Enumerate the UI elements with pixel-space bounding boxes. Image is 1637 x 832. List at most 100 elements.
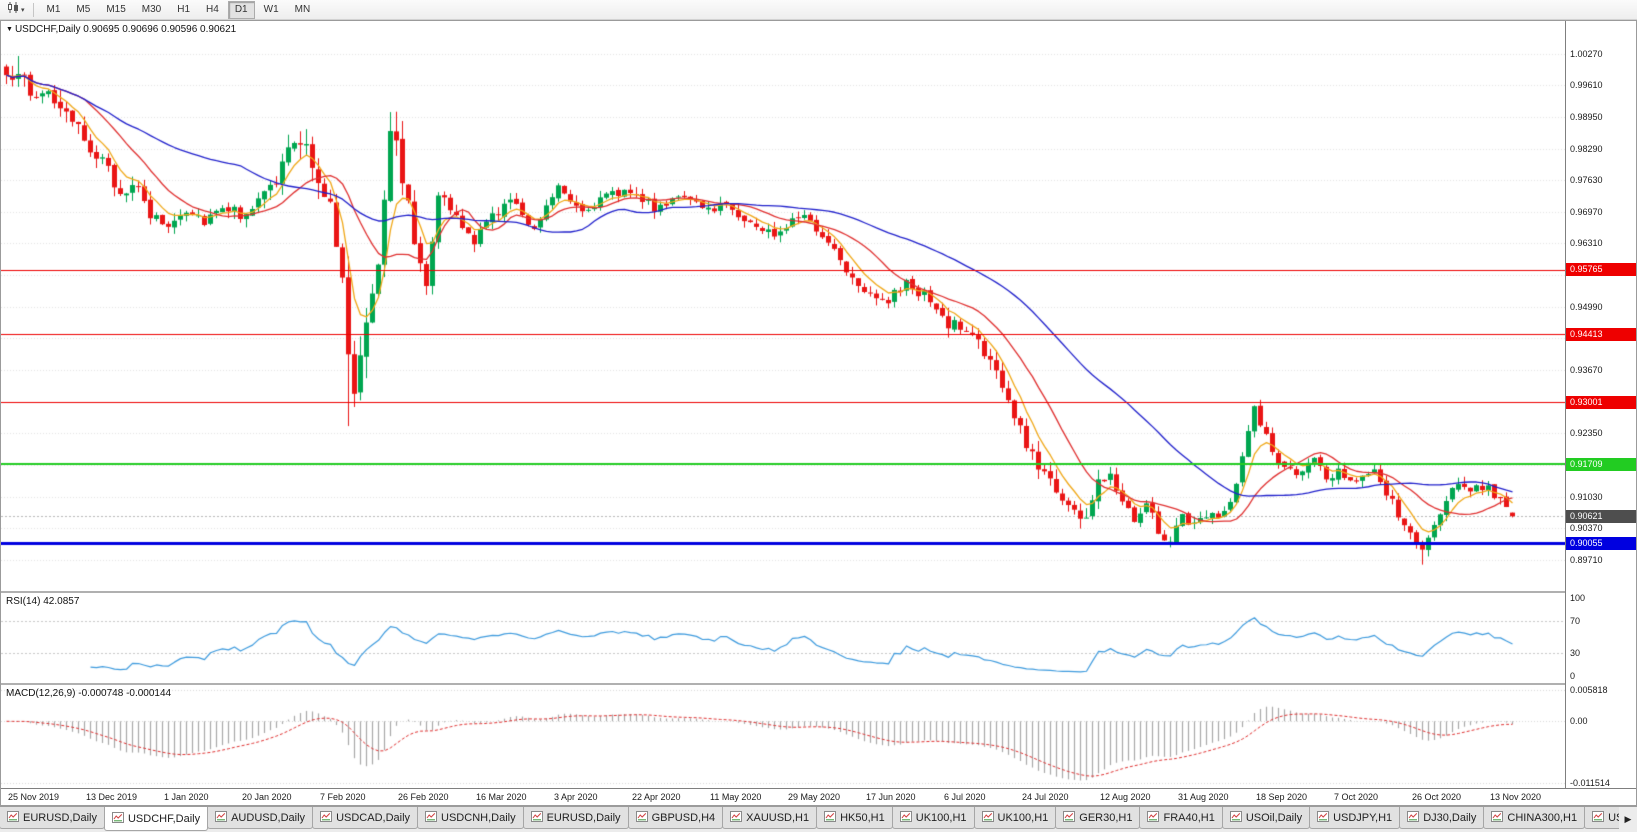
date-axis-label: 24 Jul 2020 <box>1022 792 1069 802</box>
rsi-axis-label: 0 <box>1570 671 1576 681</box>
date-axis-label: 18 Sep 2020 <box>1256 792 1308 802</box>
rsi-axis-label: 30 <box>1570 647 1581 658</box>
tab-scroll-right-button[interactable]: ▶ <box>1619 807 1637 831</box>
tab-chart-icon <box>824 810 837 825</box>
price-tick-label: 0.89710 <box>1570 554 1603 565</box>
chart-tab-dj30-daily[interactable]: DJ30,Daily <box>1399 807 1485 829</box>
tab-chart-icon <box>425 810 438 825</box>
date-axis-label: 26 Feb 2020 <box>398 792 449 802</box>
chart-tab-gbpusd-h4[interactable]: GBPUSD,H4 <box>627 807 724 829</box>
tab-chart-icon <box>1063 810 1076 825</box>
timeframe-button-h4[interactable]: H4 <box>206 3 219 15</box>
chart-tab-ger30-h1[interactable]: GER30,H1 <box>1055 807 1141 829</box>
date-axis-label: 12 Aug 2020 <box>1100 792 1151 802</box>
price-tick-label: 0.92350 <box>1570 428 1603 439</box>
tab-label: USDCHF,Daily <box>127 812 201 825</box>
chart-tab-eurusd-daily[interactable]: EURUSD,Daily <box>0 807 105 829</box>
chart-tab-uk100-h1[interactable]: UK100,H1 <box>891 807 975 829</box>
tab-label: USDJPY,H1 <box>1333 811 1393 824</box>
chart-tab-eurusd-daily[interactable]: EURUSD,Daily <box>522 807 629 829</box>
tab-chart-icon <box>730 810 743 825</box>
macd-axis-label: 0.00 <box>1570 716 1588 727</box>
tab-chart-icon <box>981 810 994 825</box>
date-axis-label: 26 Oct 2020 <box>1412 792 1462 802</box>
pane-splitter-macd[interactable] <box>1 683 1636 685</box>
chart-title: ▼ USDCHF,Daily 0.90695 0.90696 0.90596 0.… <box>6 24 236 35</box>
tab-chart-icon <box>1491 810 1504 825</box>
tab-chart-icon <box>635 810 648 825</box>
price-tick-label: 0.97630 <box>1570 175 1603 186</box>
rsi-chart-canvas[interactable] <box>1 593 1565 683</box>
chart-tabs: EURUSD,Daily USDCHF,Daily AUDUSD,Daily USDC… <box>0 807 1619 831</box>
tab-chart-icon <box>111 811 124 826</box>
tab-chart-icon <box>899 810 912 825</box>
date-axis-label: 29 May 2020 <box>788 792 841 802</box>
timeframe-button-w1[interactable]: W1 <box>263 3 279 15</box>
chart-tab-usoil-daily[interactable]: USOil,Daily <box>1221 807 1311 829</box>
date-axis[interactable]: 25 Nov 2019 13 Dec 2019 1 Jan 2020 20 Jan 2… <box>1 788 1636 804</box>
price-tick-label: 0.93670 <box>1570 364 1603 375</box>
date-axis-label: 22 Apr 2020 <box>632 792 681 802</box>
tab-label: DJ30,Daily <box>1423 811 1477 824</box>
chart-tab-usoil-h1[interactable]: USOil,H1 <box>1584 807 1619 829</box>
tab-label: EURUSD,Daily <box>23 811 97 824</box>
date-axis-label: 16 Mar 2020 <box>476 792 527 802</box>
tab-label: GER30,H1 <box>1079 811 1133 824</box>
chart-tab-china300-h1[interactable]: CHINA300,H1 <box>1483 807 1586 829</box>
chart-panes: ▼ USDCHF,Daily 0.90695 0.90696 0.90596 0.… <box>1 21 1636 788</box>
price-axis-column[interactable]: 1.00270 0.99610 0.98950 0.98290 0.97630 0.969… <box>1565 21 1636 788</box>
pane-splitter-rsi[interactable] <box>1 591 1636 593</box>
date-axis-label: 11 May 2020 <box>710 792 762 802</box>
macd-axis-label: 0.005818 <box>1570 685 1608 696</box>
chart-tab-usdcnh-daily[interactable]: USDCNH,Daily <box>417 807 524 829</box>
timeframe-button-m30[interactable]: M30 <box>141 3 162 15</box>
date-axis-label: 17 Jun 2020 <box>866 792 916 802</box>
tab-label: GBPUSD,H4 <box>651 811 716 824</box>
chart-window: ▼ USDCHF,Daily 0.90695 0.90696 0.90596 0.… <box>0 20 1637 806</box>
rsi-axis-label: 100 <box>1570 593 1586 603</box>
price-tick-label: 1.00270 <box>1570 48 1603 59</box>
chart-type-dropdown-button[interactable]: ▾ <box>3 1 28 19</box>
tab-label: FRA40,H1 <box>1163 811 1215 824</box>
chart-tab-uk100-h1[interactable]: UK100,H1 <box>973 807 1057 829</box>
tab-label: UK100,H1 <box>997 811 1049 824</box>
tab-label: XAUUSD,H1 <box>746 811 810 824</box>
macd-axis-label: -0.011514 <box>1570 777 1610 788</box>
tab-label: USOil,H1 <box>1608 811 1619 824</box>
tab-chart-icon <box>530 810 543 825</box>
timeframe-buttons: M1 M5 M15 M30 H1 H4 D1 W1 MN <box>39 0 319 19</box>
price-level-badge: 0.95765 <box>1566 263 1636 277</box>
chevron-down-icon: ▾ <box>21 6 25 14</box>
tab-chart-icon <box>1317 810 1330 825</box>
timeframe-button-m5[interactable]: M5 <box>76 3 91 15</box>
timeframe-button-m15[interactable]: M15 <box>106 3 126 15</box>
tab-chart-icon <box>320 810 333 825</box>
chart-tab-audusd-daily[interactable]: AUDUSD,Daily <box>207 807 314 829</box>
macd-chart-canvas[interactable] <box>1 685 1565 788</box>
chart-tab-usdjpy-h1[interactable]: USDJPY,H1 <box>1309 807 1401 829</box>
rsi-label: RSI(14) 42.0857 <box>6 596 80 607</box>
price-chart-canvas[interactable] <box>1 21 1565 591</box>
chart-tab-bar: EURUSD,Daily USDCHF,Daily AUDUSD,Daily USDC… <box>0 806 1637 832</box>
tab-label: UK100,H1 <box>915 811 967 824</box>
timeframe-button-d1[interactable]: D1 <box>227 0 255 19</box>
toolbar-separator <box>32 2 34 17</box>
chart-tab-xauusd-h1[interactable]: XAUUSD,H1 <box>722 807 818 829</box>
rsi-axis-label: 70 <box>1570 616 1581 627</box>
chart-tab-fra40-h1[interactable]: FRA40,H1 <box>1139 807 1223 829</box>
price-tick-label: 0.99610 <box>1570 80 1603 91</box>
timeframe-button-h1[interactable]: H1 <box>177 3 191 15</box>
price-tick-label: 0.96310 <box>1570 238 1603 249</box>
date-axis-label: 25 Nov 2019 <box>8 792 60 802</box>
tab-label: EURUSD,Daily <box>546 811 621 824</box>
timeframe-button-mn[interactable]: MN <box>294 3 311 15</box>
price-tick-label: 0.98290 <box>1570 143 1603 154</box>
chart-tab-hk50-h1[interactable]: HK50,H1 <box>816 807 893 829</box>
chart-tab-usdcad-daily[interactable]: USDCAD,Daily <box>312 807 419 829</box>
date-axis-label: 1 Jan 2020 <box>164 792 209 802</box>
chart-tab-usdchf-daily[interactable]: USDCHF,Daily <box>103 807 209 831</box>
timeframe-button-m1[interactable]: M1 <box>46 3 61 15</box>
date-axis-label: 13 Nov 2020 <box>1490 792 1542 802</box>
price-tick-label: 0.96970 <box>1570 206 1603 217</box>
